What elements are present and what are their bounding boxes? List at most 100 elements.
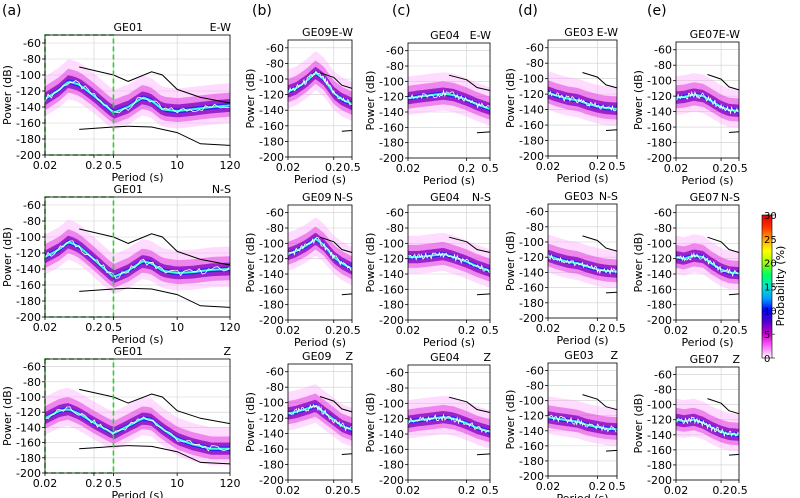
x-tick-label: 10 — [170, 321, 184, 334]
y-axis-label: Power (dB) — [1, 227, 14, 287]
y-tick-label: -120 — [259, 253, 284, 266]
low-noise-model-line — [341, 130, 353, 132]
low-noise-model-line — [605, 129, 618, 131]
psd-density — [548, 71, 617, 126]
axes-frame — [675, 204, 740, 321]
y-tick-label: -100 — [647, 399, 672, 412]
mean-line — [407, 251, 491, 274]
y-tick-label: -100 — [647, 237, 672, 250]
mean-line — [407, 413, 491, 434]
component-label: N-S — [334, 191, 353, 204]
x-tick-label: 0.2 — [458, 484, 476, 497]
y-tick-label: -180 — [519, 455, 544, 468]
mean-line — [288, 403, 353, 432]
x-tick-label: 0.5 — [730, 324, 748, 337]
low-noise-model-line — [476, 293, 491, 296]
component-label: N-S — [212, 183, 231, 196]
x-tick-label: 0.02 — [664, 324, 689, 337]
y-tick-label: -160 — [259, 120, 284, 133]
y-tick-label: -80 — [526, 380, 544, 393]
high-noise-model-line — [707, 74, 740, 91]
mode-line — [44, 80, 231, 114]
y-tick-label: -160 — [379, 121, 404, 134]
component-label: E-W — [470, 29, 491, 42]
x-tick-label: 0.5 — [730, 162, 748, 175]
y-tick-label: -120 — [259, 412, 284, 425]
component-label: N-S — [472, 191, 491, 204]
x-axis-label: Period (s) — [111, 489, 163, 498]
x-axis-label: Period (s) — [294, 336, 346, 349]
high-noise-model-line — [79, 66, 231, 104]
y-tick-label: -100 — [16, 69, 41, 82]
y-tick-label: -80 — [266, 381, 284, 394]
y-tick-label: -160 — [647, 444, 672, 457]
x-tick-label: 120 — [220, 321, 241, 334]
y-axis-label: Power (dB) — [632, 233, 645, 293]
component-label: E-W — [210, 21, 231, 34]
y-tick-label: -100 — [259, 397, 284, 410]
x-tick-label: 0.5 — [343, 161, 361, 174]
x-tick-label: 0.02 — [664, 162, 689, 175]
y-tick-label: -200 — [519, 150, 544, 163]
station-label: GE07 — [690, 191, 719, 204]
y-tick-label: -100 — [379, 397, 404, 410]
x-tick-label: 0.02 — [396, 484, 421, 497]
y-tick-label: -80 — [654, 384, 672, 397]
x-tick-label: 0.5 — [481, 484, 499, 497]
x-tick-label: 0.2 — [712, 484, 730, 497]
x-tick-label: 0.5 — [105, 477, 123, 490]
density-band-inner — [288, 233, 352, 275]
x-tick-label: 10 — [170, 477, 184, 490]
colorbar-tick-label: 20 — [764, 259, 777, 270]
y-tick-label: -200 — [379, 152, 404, 165]
y-axis-label: Power (dB) — [364, 71, 377, 131]
high-noise-model-line — [582, 235, 618, 252]
density-band-mid — [288, 227, 352, 280]
y-axis-label: Power (dB) — [1, 386, 14, 446]
x-tick-label: 0.02 — [33, 321, 58, 334]
y-tick-label: -200 — [647, 474, 672, 487]
x-tick-label: 0.02 — [536, 480, 561, 493]
y-tick-label: -120 — [16, 247, 41, 260]
component-label: Z — [345, 350, 353, 363]
y-tick-label: -160 — [519, 282, 544, 295]
y-tick-label: -80 — [266, 57, 284, 70]
x-tick-label: 0.2 — [589, 322, 607, 335]
x-axis-label: Period (s) — [423, 496, 475, 498]
y-tick-label: -80 — [654, 59, 672, 72]
y-tick-label: -60 — [386, 45, 404, 58]
x-tick-label: 0.02 — [33, 477, 58, 490]
y-tick-label: -160 — [647, 121, 672, 134]
station-label: GE01 — [114, 21, 143, 34]
y-tick-label: -200 — [16, 311, 41, 324]
y-tick-label: -160 — [519, 119, 544, 132]
component-label: Z — [483, 351, 491, 364]
y-tick-label: -120 — [16, 406, 41, 419]
y-tick-label: -140 — [647, 106, 672, 119]
high-noise-model-line — [582, 72, 618, 89]
x-axis-label: Period (s) — [294, 173, 346, 186]
y-tick-label: -80 — [526, 221, 544, 234]
low-noise-model-line — [341, 453, 353, 455]
mode-line — [547, 254, 617, 273]
panel-label-a: (a) — [2, 3, 22, 19]
x-axis-label: Period (s) — [423, 336, 475, 349]
y-tick-label: -60 — [23, 361, 41, 374]
x-axis-label: Period (s) — [681, 174, 733, 187]
x-axis-label: Period (s) — [111, 333, 163, 346]
y-tick-label: -160 — [259, 283, 284, 296]
y-axis-label: Power (dB) — [632, 70, 645, 130]
y-tick-label: -160 — [16, 117, 41, 130]
y-axis-label: Power (dB) — [244, 392, 257, 452]
y-tick-label: -60 — [23, 37, 41, 50]
x-tick-label: 0.2 — [589, 160, 607, 173]
component-label: Z — [610, 349, 618, 362]
mode-line — [547, 416, 618, 431]
y-tick-label: -120 — [519, 88, 544, 101]
y-tick-label: -100 — [379, 237, 404, 250]
y-tick-label: -120 — [647, 90, 672, 103]
y-tick-label: -100 — [16, 231, 41, 244]
x-tick-label: 0.2 — [85, 159, 103, 172]
